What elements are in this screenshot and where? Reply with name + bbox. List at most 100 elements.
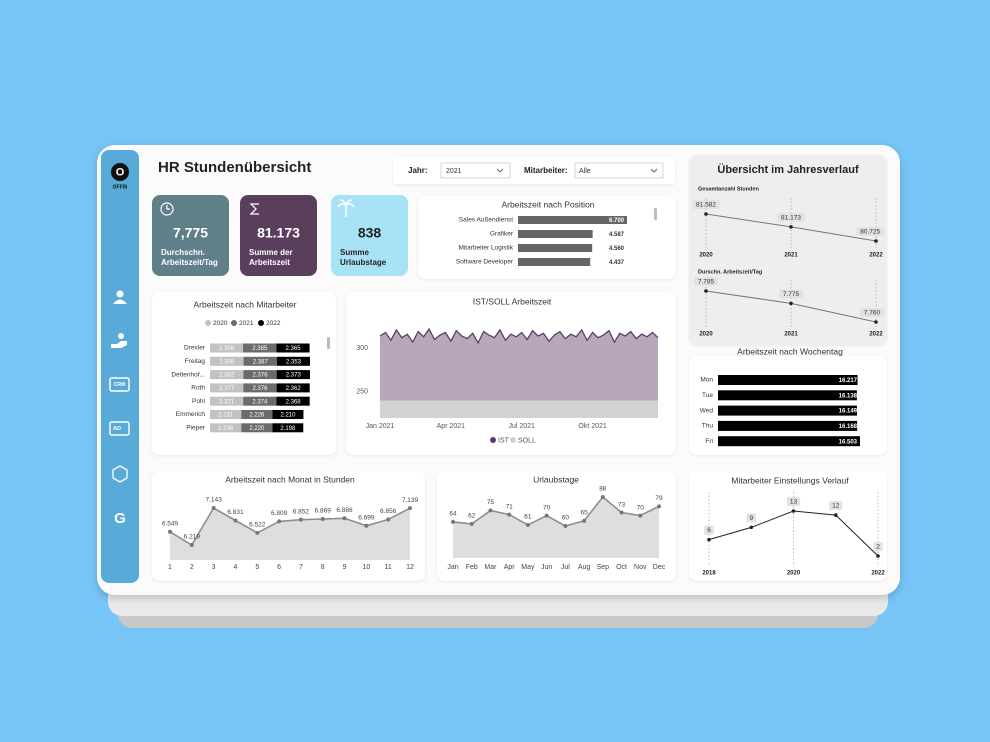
point <box>789 301 793 306</box>
category-label: Software Developer <box>456 259 514 266</box>
bar-segment <box>243 370 277 380</box>
category-label: Freitag <box>185 358 206 365</box>
x-tick-label: 2022 <box>869 332 883 338</box>
chevron <box>496 168 504 173</box>
employee-dropdown[interactable] <box>574 162 664 179</box>
value-label: 6.522 <box>249 522 266 529</box>
value-label: 13 <box>790 499 798 506</box>
bar-segment <box>210 343 244 353</box>
point <box>408 506 412 511</box>
nav-network[interactable] <box>112 465 128 483</box>
bar <box>718 405 857 416</box>
brand: OFFIS <box>113 184 128 190</box>
bar <box>518 258 591 266</box>
kpi-card <box>152 195 229 276</box>
label-box <box>692 200 720 209</box>
point <box>233 518 238 523</box>
label-box <box>777 212 805 222</box>
category-label: Roth <box>191 385 205 392</box>
chart-title: Arbeitszeit nach Monat in Stunden <box>225 474 355 484</box>
value-label: 62 <box>468 513 476 520</box>
value-label: 6.886 <box>336 507 353 514</box>
x-tick-label: Nov <box>634 564 647 571</box>
x-tick-label: 1 <box>168 564 172 571</box>
bar-segment <box>210 370 244 380</box>
point <box>342 516 347 521</box>
point <box>168 529 172 534</box>
value-label: 7.139 <box>402 497 419 504</box>
x-tick-label: 7 <box>299 564 303 571</box>
value-label: 2.376 <box>253 373 269 379</box>
value-label: 75 <box>487 499 495 506</box>
nav-g[interactable]: G <box>114 510 126 527</box>
value-label: 2.373 <box>286 373 302 379</box>
point <box>277 519 282 524</box>
legend-dot <box>231 320 237 326</box>
label-box <box>704 525 714 535</box>
point <box>386 517 391 522</box>
bar-segment <box>210 423 242 433</box>
point <box>876 554 880 558</box>
bar <box>518 216 627 224</box>
bar-segment <box>272 410 304 419</box>
x-tick-label: Jul 2021 <box>508 423 535 430</box>
employee-value: Alle <box>579 168 591 175</box>
label-box <box>694 277 718 286</box>
nav-ad[interactable] <box>109 421 130 436</box>
chart-subtitle: Gesamtanzahl Stunden <box>698 186 759 192</box>
value-label: 6.809 <box>271 510 288 517</box>
value-label: 73 <box>618 501 626 508</box>
nav-crm[interactable] <box>109 377 130 392</box>
value-label: 6.869 <box>315 508 332 515</box>
point <box>791 509 796 513</box>
value-label: 61 <box>524 514 532 521</box>
page-title: HR Stundenübersicht <box>158 159 311 176</box>
value-label: 2.368 <box>286 399 302 405</box>
point <box>704 212 708 216</box>
category-label: Sales Außendienst <box>459 217 513 224</box>
kpi-card <box>331 195 408 276</box>
kpi-card <box>240 195 317 276</box>
value-label: 4.560 <box>609 246 625 252</box>
point <box>874 239 878 243</box>
point <box>874 320 878 324</box>
point <box>255 530 260 535</box>
nav-user[interactable] <box>116 290 124 298</box>
label-box <box>746 513 757 523</box>
legend-dot <box>205 320 211 326</box>
point <box>525 522 530 527</box>
bar-segment <box>243 343 277 353</box>
x-tick-label: 10 <box>362 564 370 571</box>
value-label: 2.198 <box>280 426 296 432</box>
kpi-label: Summe Urlaubstage <box>340 248 387 267</box>
x-tick-label: 8 <box>321 564 325 571</box>
x-tick-label: 5 <box>255 564 259 571</box>
area <box>380 329 658 418</box>
category-label: Tue <box>702 392 713 399</box>
value-label: 2.376 <box>252 386 268 392</box>
chart-subtitle: Durschn. Arbeitszeit/Tag <box>698 269 762 275</box>
point <box>657 504 661 509</box>
bar <box>718 390 857 401</box>
bar-segment <box>243 396 277 406</box>
x-tick-label: Sep <box>597 564 610 571</box>
bar-segment <box>276 370 310 380</box>
bar-segment <box>241 423 273 433</box>
value-label: 16.168 <box>839 424 858 430</box>
bar-segment <box>210 383 244 393</box>
kpi-value: 838 <box>358 225 382 241</box>
value-label: 2 <box>876 544 880 551</box>
value-label: 6.700 <box>609 218 625 224</box>
nav-icons[interactable] <box>109 290 130 483</box>
nav-ad-label: AD <box>113 426 121 432</box>
value-label: 6.219 <box>184 534 201 541</box>
x-tick-label: 2021 <box>784 332 798 338</box>
year-dropdown[interactable] <box>440 162 511 179</box>
point <box>488 508 493 513</box>
value-label: 6 <box>707 527 711 534</box>
nav-team[interactable] <box>118 333 124 339</box>
filter-label: Jahr: <box>408 166 428 175</box>
category-label: Fri <box>705 438 713 445</box>
value-label: 2.236 <box>218 426 234 432</box>
